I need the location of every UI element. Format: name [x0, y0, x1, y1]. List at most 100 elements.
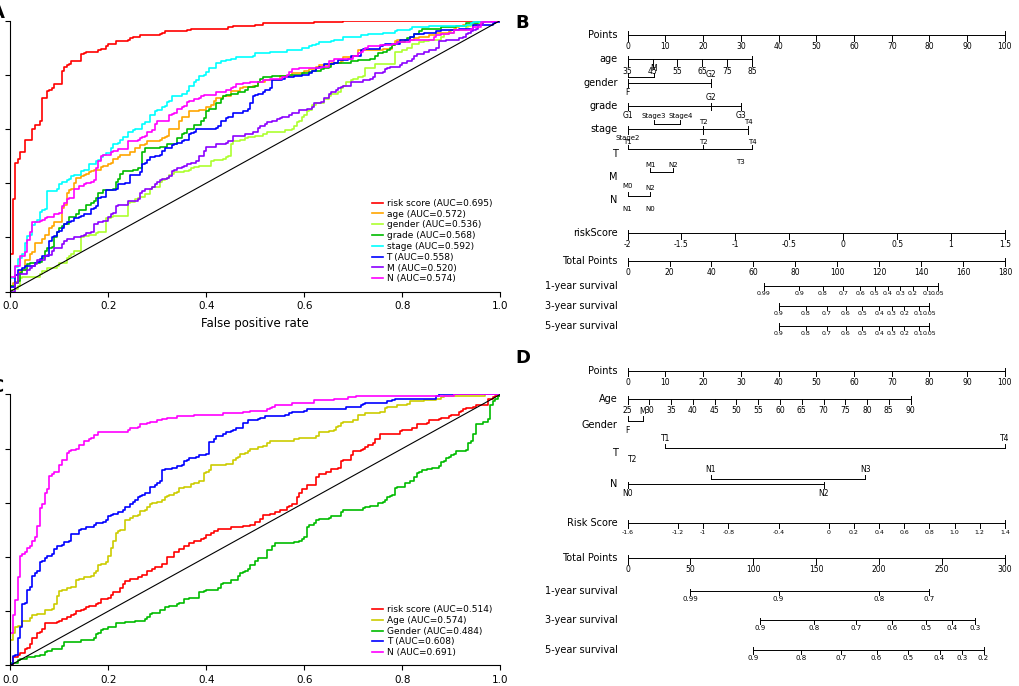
Text: 0.1: 0.1: [921, 291, 931, 296]
Text: N: N: [609, 196, 618, 205]
Text: C: C: [0, 378, 4, 397]
Text: grade: grade: [589, 101, 618, 111]
risk score (AUC=0.514): [4, 661, 16, 670]
N (AUC=0.574): [366, 43, 378, 51]
Age (AUC=0.574): [4, 661, 16, 670]
stage (AUC=0.592): [23, 230, 36, 239]
Line: risk score (AUC=0.514): risk score (AUC=0.514): [10, 394, 499, 665]
N (AUC=0.574): [493, 16, 505, 25]
Gender (AUC=0.484): [493, 390, 505, 399]
N (AUC=0.691): [92, 428, 104, 436]
Text: 0.99: 0.99: [756, 291, 770, 296]
Text: riskScore: riskScore: [573, 228, 618, 238]
Line: grade (AUC=0.568): grade (AUC=0.568): [10, 21, 499, 292]
Text: D: D: [515, 349, 530, 367]
Text: M: M: [650, 64, 656, 73]
Gender (AUC=0.484): [4, 661, 16, 670]
Text: 35: 35: [623, 67, 632, 76]
Age (AUC=0.574): [236, 450, 249, 458]
Gender (AUC=0.484): [298, 534, 310, 542]
M (AUC=0.520): [231, 132, 244, 140]
risk score (AUC=0.514): [391, 429, 404, 438]
Text: 5-year survival: 5-year survival: [544, 645, 618, 655]
Text: Stage2: Stage2: [614, 134, 639, 141]
Text: Age: Age: [598, 394, 618, 404]
risk score (AUC=0.514): [51, 619, 63, 628]
Text: 75: 75: [840, 405, 849, 414]
Text: 0.6: 0.6: [840, 331, 850, 336]
Text: 0: 0: [625, 43, 630, 51]
Text: T2: T2: [698, 119, 707, 125]
Text: 1.2: 1.2: [974, 530, 983, 534]
Text: 140: 140: [913, 268, 927, 276]
Text: age: age: [599, 54, 618, 64]
Text: 0.3: 0.3: [968, 626, 979, 631]
T (AUC=0.608): [170, 464, 182, 472]
Age (AUC=0.574): [195, 477, 207, 485]
Text: 60: 60: [748, 268, 757, 276]
Text: M1: M1: [644, 161, 655, 167]
Text: -1.2: -1.2: [672, 530, 684, 534]
Gender (AUC=0.484): [493, 390, 505, 399]
Line: N (AUC=0.691): N (AUC=0.691): [10, 394, 499, 665]
age (AUC=0.572): [36, 237, 48, 246]
Text: 60: 60: [774, 405, 784, 414]
Text: 85: 85: [883, 405, 893, 414]
Text: N0: N0: [622, 489, 633, 498]
Text: 0.7: 0.7: [821, 331, 830, 336]
Text: G2: G2: [704, 93, 715, 102]
Text: 55: 55: [753, 405, 762, 414]
gender (AUC=0.536): [486, 16, 498, 25]
N (AUC=0.691): [388, 392, 400, 400]
Text: 50: 50: [731, 405, 741, 414]
Text: 60: 60: [848, 43, 858, 51]
Text: T1: T1: [623, 139, 632, 145]
risk score (AUC=0.514): [301, 485, 313, 493]
Text: Points: Points: [588, 366, 618, 376]
Text: Total Points: Total Points: [561, 256, 618, 266]
Line: stage (AUC=0.592): stage (AUC=0.592): [10, 21, 499, 292]
Text: Gender: Gender: [582, 420, 618, 430]
Text: 40: 40: [772, 378, 783, 387]
Text: 65: 65: [796, 405, 806, 414]
T (AUC=0.608): [158, 465, 170, 473]
N (AUC=0.691): [493, 390, 505, 399]
stage (AUC=0.592): [166, 95, 178, 104]
stage (AUC=0.592): [404, 26, 416, 34]
Text: 0.4: 0.4: [881, 291, 892, 296]
Text: N: N: [609, 479, 618, 489]
M (AUC=0.520): [493, 16, 505, 25]
Age (AUC=0.574): [493, 390, 505, 399]
Text: 0.9: 0.9: [772, 596, 784, 602]
Text: gender: gender: [583, 78, 618, 88]
Line: age (AUC=0.572): age (AUC=0.572): [10, 21, 499, 292]
Text: 0.5: 0.5: [902, 655, 913, 661]
Text: Total Points: Total Points: [561, 554, 618, 563]
M (AUC=0.520): [432, 43, 444, 51]
Text: N0: N0: [645, 206, 654, 212]
Text: 65: 65: [697, 67, 706, 76]
Text: 0.2: 0.2: [899, 331, 908, 336]
Text: 0.1: 0.1: [913, 311, 923, 316]
Text: 30: 30: [735, 43, 745, 51]
N (AUC=0.574): [420, 36, 432, 44]
Text: 0.6: 0.6: [870, 655, 881, 661]
risk score (AUC=0.695): [6, 221, 18, 229]
Text: 0.05: 0.05: [922, 311, 935, 316]
N (AUC=0.574): [486, 16, 498, 25]
Text: 80: 80: [790, 268, 799, 276]
Text: -0.8: -0.8: [721, 530, 734, 534]
Text: 70: 70: [886, 43, 896, 51]
Text: 0.2: 0.2: [907, 291, 917, 296]
N (AUC=0.574): [178, 102, 191, 110]
Text: 180: 180: [997, 268, 1011, 276]
Text: M: M: [639, 407, 645, 416]
Text: T4: T4: [1000, 434, 1009, 443]
Text: 0.4: 0.4: [873, 530, 883, 534]
Text: N3: N3: [859, 465, 870, 475]
Text: T2: T2: [698, 139, 707, 145]
Text: 20: 20: [664, 268, 674, 276]
N (AUC=0.691): [4, 661, 16, 670]
Text: 80: 80: [923, 43, 933, 51]
Text: 0.4: 0.4: [873, 331, 883, 336]
